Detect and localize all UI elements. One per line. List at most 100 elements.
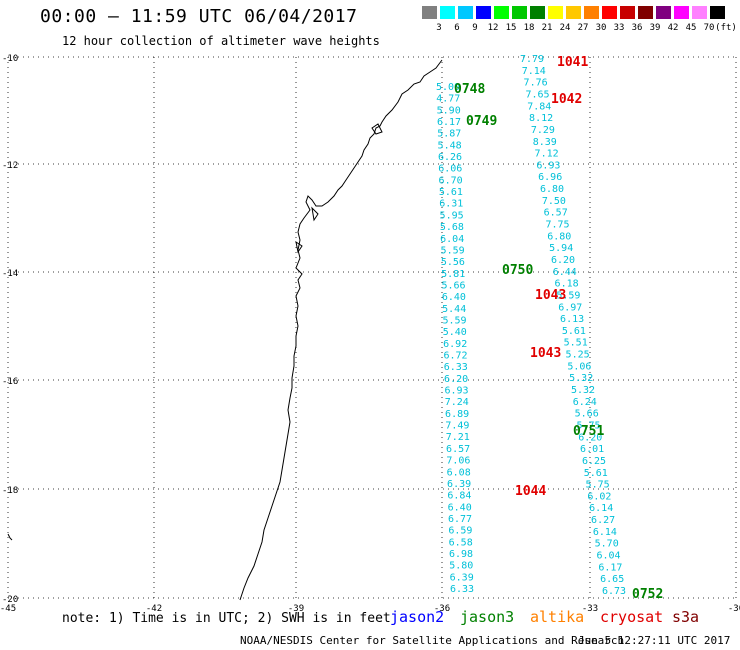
wave-height-value: 6.57 <box>446 444 470 455</box>
wave-height-value: 7.29 <box>531 125 555 136</box>
generated-timestamp: Jun 5 12:27:11 UTC 2017 <box>578 634 731 647</box>
wave-height-value: 6.98 <box>449 549 473 560</box>
wave-height-value: 6.33 <box>450 584 474 595</box>
wave-height-value: 6.13 <box>560 314 584 325</box>
wave-height-value: 8.39 <box>533 137 557 148</box>
lon-label: -39 <box>288 604 304 614</box>
wave-height-value: 5.25 <box>566 350 590 361</box>
legend-swatch <box>512 6 527 19</box>
wave-height-value: 6.72 <box>443 351 467 362</box>
wave-height-value: 5.68 <box>440 222 464 233</box>
mission-label: s3a <box>672 608 700 626</box>
legend-unit: (ft) <box>715 23 737 33</box>
wave-height-value: 6.59 <box>448 526 472 537</box>
legend-swatch <box>602 6 617 19</box>
wave-height-value: 6.92 <box>443 339 467 350</box>
legend-swatch <box>638 6 653 19</box>
lat-label: -16 <box>2 377 18 387</box>
wave-height-value: 6.20 <box>551 255 575 266</box>
legend-tick: 3 <box>436 23 442 33</box>
pass-time-label: 0749 <box>466 114 497 129</box>
wave-height-value: 6.08 <box>447 467 471 478</box>
wave-height-value: 6.80 <box>547 231 571 242</box>
wave-height-value: 6.31 <box>439 199 463 210</box>
wave-height-value: 6.24 <box>573 397 597 408</box>
legend-tick: 42 <box>667 23 679 33</box>
coastline-point <box>7 533 13 541</box>
mission-label: cryosat <box>600 608 664 626</box>
wave-height-value: 7.75 <box>545 220 569 231</box>
lon-label: -30 <box>728 604 740 614</box>
wave-height-value: 6.04 <box>596 551 620 562</box>
wave-height-value: 7.14 <box>522 66 546 77</box>
wave-height-value: 6.01 <box>580 444 604 455</box>
wave-height-value: 5.32 <box>571 385 595 396</box>
legend-swatch <box>710 6 725 19</box>
wave-height-value: 7.24 <box>445 397 469 408</box>
wave-height-value: 5.81 <box>441 269 465 280</box>
wave-height-value: 6.96 <box>538 172 562 183</box>
wave-height-value: 5.61 <box>584 468 608 479</box>
wave-height-value: 6.84 <box>447 491 471 502</box>
wave-height-value: 5.61 <box>562 326 586 337</box>
legend-tick: 45 <box>685 23 697 33</box>
wave-height-value: 5.59 <box>442 316 466 327</box>
mission-label: jason2 <box>390 608 445 626</box>
coastline <box>239 59 443 601</box>
wave-height-value: 6.44 <box>553 267 577 278</box>
mission-label: altika <box>530 608 585 626</box>
wave-height-value: 6.14 <box>589 503 613 514</box>
wave-height-value: 6.57 <box>544 208 568 219</box>
wave-height-value: 5.00 <box>436 82 460 93</box>
wave-height-value: 6.93 <box>536 160 560 171</box>
wave-height-value: 6.04 <box>440 234 464 245</box>
wave-height-value: 5.87 <box>437 129 461 140</box>
legend-tick: 21 <box>541 23 553 33</box>
wave-height-value: 7.21 <box>446 432 470 443</box>
coastline-island <box>295 123 383 254</box>
legend-tick: 12 <box>487 23 499 33</box>
legend-swatch <box>476 6 491 19</box>
wave-height-value: 6.20 <box>444 374 468 385</box>
wave-height-value: 5.59 <box>441 245 465 256</box>
legend-swatch <box>440 6 455 19</box>
footer-note: note: 1) Time is in UTC; 2) SWH is in fe… <box>62 611 391 626</box>
wave-height-value: 5.48 <box>438 140 462 151</box>
legend-tick: 9 <box>472 23 478 33</box>
wave-height-value: 6.20 <box>578 432 602 443</box>
wave-height-value: 5.90 <box>437 105 461 116</box>
wave-height-value: 7.76 <box>524 78 548 89</box>
wave-height-value: 5.95 <box>440 210 464 221</box>
wave-height-value: 7.49 <box>445 421 469 432</box>
legend-swatch <box>584 6 599 19</box>
wave-height-value: 7.12 <box>535 149 559 160</box>
lat-lon-grid: -10 -12 -14 -16 -18 -20-45 -42 -39 -36 -33 -30 <box>0 54 740 614</box>
wave-height-value: 6.39 <box>450 572 474 583</box>
altimeter-tracks: 5.004.775.906.175.875.486.266.066.705.61… <box>436 54 626 597</box>
lon-label: -42 <box>146 604 162 614</box>
wave-height-value: 6.02 <box>587 491 611 502</box>
wave-height-value: 5.75 <box>576 421 600 432</box>
wave-height-value: 6.26 <box>438 152 462 163</box>
lon-label: -36 <box>434 604 450 614</box>
legend-swatch <box>656 6 671 19</box>
wave-height-value: 5.80 <box>449 561 473 572</box>
pass-time-label: 0750 <box>502 263 533 278</box>
wave-height-value: 6.27 <box>591 515 615 526</box>
legend-tick: 24 <box>559 23 571 33</box>
wave-height-value: 6.58 <box>449 537 473 548</box>
pass-time-label: 1042 <box>551 92 582 107</box>
wave-height-value: 5.56 <box>441 257 465 268</box>
wave-height-value: 6.40 <box>448 502 472 513</box>
wave-height-value: 7.65 <box>525 90 549 101</box>
wave-height-value: 6.70 <box>439 175 463 186</box>
pass-time-label: 0751 <box>573 424 604 439</box>
lat-label: -10 <box>2 54 18 64</box>
wave-height-value: 5.66 <box>441 281 465 292</box>
wave-height-value: 6.17 <box>598 562 622 573</box>
wave-height-value: 6.77 <box>448 514 472 525</box>
wave-height-value: 7.84 <box>527 101 551 112</box>
wave-height-value: 5.51 <box>564 338 588 349</box>
legend-tick: 15 <box>505 23 517 33</box>
legend-swatch <box>422 6 437 19</box>
